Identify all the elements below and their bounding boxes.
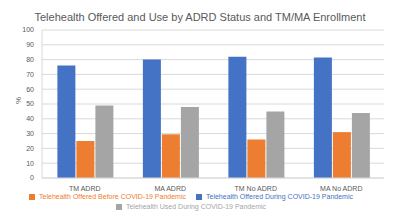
- html-text:Telehealth Offered During COVI: Telehealth Offered During COVID-19 Pande…: [206, 193, 353, 200]
- svg-text:TM ADRD: TM ADRD: [69, 185, 101, 192]
- html-text:Telehealth Offered and Use by: Telehealth Offered and Use by ADRD Statu…: [34, 11, 366, 23]
- svg-text:0: 0: [30, 174, 34, 181]
- svg-text:60: 60: [26, 86, 34, 93]
- svg-text:40: 40: [26, 115, 34, 122]
- svg-text:MA No ADRD: MA No ADRD: [320, 185, 362, 192]
- html-text:Telehealth Offered Before COVI: Telehealth Offered Before COVID-19 Pande…: [39, 193, 186, 200]
- svg-text:10: 10: [26, 160, 34, 167]
- html-text:Telehealth Used During COVID-1: Telehealth Used During COVID-19 Pandemic: [126, 203, 266, 210]
- svg-text:80: 80: [26, 56, 34, 63]
- svg-text:MA ADRD: MA ADRD: [154, 185, 186, 192]
- svg-text:90: 90: [26, 41, 34, 48]
- svg-text:TM No ADRD: TM No ADRD: [235, 185, 277, 192]
- svg-text:%: %: [14, 97, 23, 104]
- svg-text:50: 50: [26, 100, 34, 107]
- svg-text:30: 30: [26, 130, 34, 137]
- svg-text:100: 100: [22, 26, 34, 33]
- svg-text:20: 20: [26, 145, 34, 152]
- svg-text:70: 70: [26, 71, 34, 78]
